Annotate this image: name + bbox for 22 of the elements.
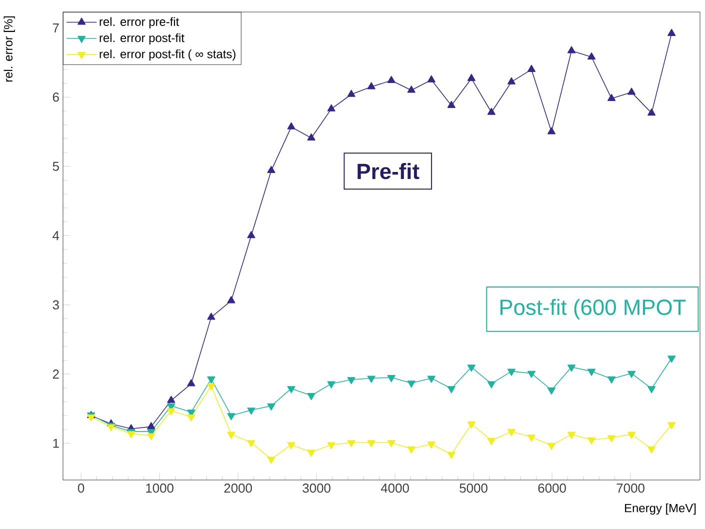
annotation: Pre-fit bbox=[358, 163, 420, 180]
x-tick-label: 7000 bbox=[616, 484, 644, 493]
legend-label: rel. error post-fit ( ∞ stats) bbox=[100, 49, 236, 61]
legend-label: rel. error post-fit bbox=[100, 33, 184, 44]
x-tick-label: 4000 bbox=[380, 484, 409, 493]
annotation: Post-fit (600 MPOT bbox=[500, 298, 686, 320]
x-tick-label: 2000 bbox=[224, 484, 252, 493]
x-axis-title: Energy [MeV] bbox=[625, 504, 696, 515]
y-tick-label: 1 bbox=[53, 438, 59, 448]
y-axis-title: rel. error [%] bbox=[4, 16, 15, 82]
y-tick-label: 3 bbox=[52, 300, 59, 310]
y-tick-label: 6 bbox=[52, 92, 59, 102]
x-tick-label: 5000 bbox=[460, 484, 488, 493]
x-tick-label: 6000 bbox=[538, 484, 566, 493]
x-tick-label: 1000 bbox=[146, 484, 174, 493]
y-tick-label: 2 bbox=[52, 370, 59, 379]
x-tick-label: 3000 bbox=[302, 484, 330, 493]
x-tick-label: 0 bbox=[78, 484, 84, 493]
y-tick-label: 7 bbox=[52, 23, 59, 32]
legend-label: rel. error pre-fit bbox=[100, 17, 180, 28]
y-tick-label: 5 bbox=[52, 162, 59, 171]
y-tick-label: 4 bbox=[52, 231, 60, 240]
